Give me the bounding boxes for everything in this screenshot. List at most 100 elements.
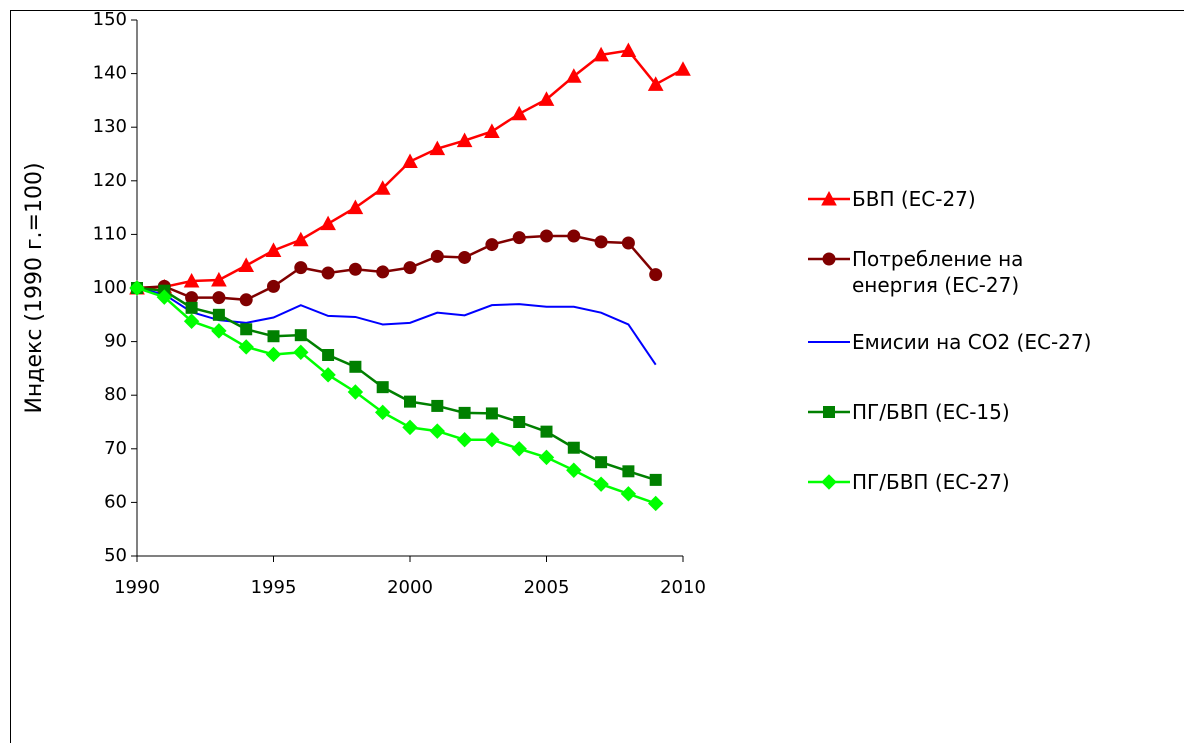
legend-swatch bbox=[808, 406, 850, 418]
legend-item: Емисии на CO2 (ЕС-27) bbox=[806, 329, 1091, 355]
marker bbox=[267, 330, 280, 343]
marker bbox=[620, 42, 637, 58]
marker bbox=[347, 199, 364, 215]
x-tick-label: 1990 bbox=[114, 577, 160, 598]
marker bbox=[294, 329, 307, 342]
marker bbox=[156, 289, 173, 305]
marker bbox=[320, 215, 336, 231]
y-tick-label: 150 bbox=[93, 9, 127, 30]
marker bbox=[458, 406, 471, 419]
legend-label: ПГ/БВП (ЕС-27) bbox=[852, 470, 1010, 494]
marker bbox=[321, 266, 335, 280]
marker bbox=[647, 495, 664, 512]
y-tick-label: 80 bbox=[104, 384, 127, 405]
marker bbox=[238, 257, 255, 272]
marker bbox=[183, 313, 200, 329]
marker bbox=[485, 407, 498, 420]
marker bbox=[594, 235, 608, 249]
marker bbox=[431, 399, 444, 412]
marker bbox=[511, 441, 527, 457]
x-tick-label: 2005 bbox=[524, 577, 570, 598]
marker bbox=[322, 349, 335, 361]
marker bbox=[348, 262, 362, 276]
marker bbox=[540, 425, 553, 438]
marker bbox=[238, 339, 254, 355]
marker bbox=[211, 271, 227, 287]
marker bbox=[513, 416, 526, 428]
marker bbox=[485, 238, 499, 252]
y-tick-label: 60 bbox=[104, 491, 127, 512]
marker bbox=[484, 431, 500, 448]
legend-item: ПГ/БВП (ЕС-15) bbox=[806, 399, 1010, 425]
legend-swatch bbox=[808, 341, 850, 343]
legend-item: Потребление на енергия (ЕС-27) bbox=[806, 246, 1092, 298]
marker bbox=[540, 229, 553, 243]
marker bbox=[239, 293, 253, 307]
marker bbox=[292, 231, 309, 247]
legend: БВП (ЕС-27) Потребление на енергия (ЕС-27… bbox=[806, 0, 1184, 743]
x-tick-label: 1995 bbox=[251, 577, 297, 598]
y-tick-label: 50 bbox=[104, 545, 127, 566]
legend-item: БВП (ЕС-27) bbox=[806, 186, 976, 212]
marker bbox=[595, 456, 608, 469]
marker bbox=[267, 279, 280, 293]
marker bbox=[212, 308, 225, 321]
marker bbox=[185, 301, 198, 314]
frame bbox=[10, 10, 1184, 743]
marker bbox=[567, 441, 580, 454]
marker bbox=[622, 465, 635, 478]
marker bbox=[456, 431, 473, 448]
marker bbox=[183, 272, 200, 288]
marker bbox=[821, 474, 837, 490]
marker bbox=[647, 76, 664, 91]
marker bbox=[511, 105, 528, 121]
marker bbox=[404, 395, 416, 408]
x-tick-label: 2000 bbox=[387, 577, 433, 598]
marker bbox=[593, 46, 609, 62]
marker bbox=[347, 384, 364, 400]
marker bbox=[621, 236, 635, 250]
marker bbox=[675, 61, 691, 76]
marker bbox=[484, 123, 500, 138]
y-tick-label: 70 bbox=[104, 438, 127, 459]
marker bbox=[430, 249, 444, 263]
marker bbox=[567, 229, 581, 243]
marker bbox=[240, 323, 253, 336]
marker bbox=[212, 291, 226, 305]
marker bbox=[620, 486, 637, 502]
marker bbox=[402, 419, 418, 436]
y-tick-label: 140 bbox=[93, 63, 127, 84]
marker bbox=[538, 449, 555, 466]
marker bbox=[456, 132, 473, 148]
marker bbox=[458, 250, 472, 264]
y-tick-label: 130 bbox=[93, 116, 127, 137]
y-tick-label: 110 bbox=[93, 223, 127, 244]
series-line bbox=[136, 49, 684, 290]
marker bbox=[403, 261, 417, 275]
x-tick-label: 2010 bbox=[660, 577, 706, 598]
marker bbox=[265, 242, 282, 257]
marker bbox=[349, 360, 362, 373]
marker bbox=[293, 344, 309, 361]
marker bbox=[129, 280, 145, 296]
legend-label: Потребление на енергия (ЕС-27) bbox=[852, 247, 1024, 297]
marker bbox=[374, 404, 391, 421]
marker bbox=[649, 268, 663, 282]
marker bbox=[649, 473, 662, 486]
legend-label: Емисии на CO2 (ЕС-27) bbox=[852, 330, 1092, 354]
marker bbox=[565, 68, 582, 83]
marker bbox=[265, 346, 282, 363]
marker bbox=[429, 423, 446, 439]
marker bbox=[374, 180, 391, 195]
marker bbox=[320, 367, 336, 383]
legend-swatch bbox=[808, 190, 850, 206]
marker bbox=[402, 153, 418, 169]
marker bbox=[823, 406, 835, 418]
series-line bbox=[136, 234, 657, 302]
marker bbox=[821, 190, 837, 206]
legend-label: ПГ/БВП (ЕС-15) bbox=[852, 400, 1010, 424]
legend-swatch bbox=[808, 474, 850, 490]
legend-item: ПГ/БВП (ЕС-27) bbox=[806, 469, 1010, 495]
legend-swatch bbox=[808, 252, 850, 266]
legend-label: БВП (ЕС-27) bbox=[852, 187, 976, 211]
